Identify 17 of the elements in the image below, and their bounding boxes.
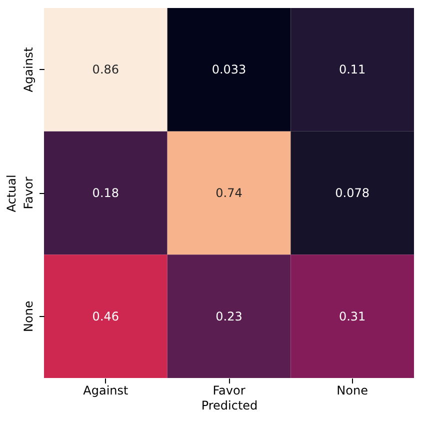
y-axis-title: Actual <box>4 174 18 212</box>
x-tick-label: None <box>336 384 368 398</box>
data-label: 0.23 <box>216 309 242 324</box>
data-label: 0.86 <box>92 62 120 77</box>
x-tick-label: Against <box>83 384 128 398</box>
data-label: 0.46 <box>92 309 120 324</box>
x-axis-title: Predicted <box>201 398 258 412</box>
data-label: 0.078 <box>335 186 370 200</box>
data-label: 0.11 <box>338 62 366 77</box>
data-label: 0.31 <box>338 309 366 324</box>
x-tick-label: Favor <box>212 384 246 398</box>
y-tick-label: Favor <box>22 176 36 210</box>
data-label: 0.74 <box>216 186 242 200</box>
y-tick-label: None <box>22 300 36 332</box>
data-label: 0.18 <box>92 186 120 200</box>
data-label: 0.033 <box>212 62 246 77</box>
y-tick-label: Against <box>22 46 36 92</box>
